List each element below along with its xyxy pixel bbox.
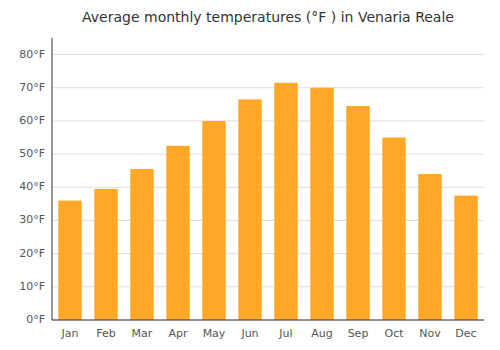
bar (382, 138, 405, 320)
grid-line (52, 120, 484, 121)
grid-line (52, 87, 484, 88)
y-tick-label: 20°F (19, 247, 45, 260)
x-tick-label: Dec (455, 327, 476, 340)
bar (166, 146, 189, 320)
y-tick-label: 30°F (19, 213, 45, 226)
bar (94, 189, 117, 320)
x-tick-label: Feb (96, 327, 115, 340)
bar (238, 99, 261, 320)
y-tick-label: 40°F (19, 180, 45, 193)
y-grid (52, 55, 484, 320)
grid-line (52, 154, 484, 155)
grid-line (52, 320, 484, 321)
bar (346, 106, 369, 320)
x-tick-label: Oct (384, 327, 404, 340)
y-tick-label: 80°F (19, 48, 45, 61)
x-tick-label: Apr (168, 327, 188, 340)
x-tick-label: Jul (278, 327, 292, 340)
x-tick-label: Jan (61, 327, 79, 340)
bar (418, 174, 441, 320)
chart-svg: Average monthly temperatures (°F ) in Ve… (0, 0, 500, 350)
y-tick-label: 50°F (19, 147, 45, 160)
x-tick-label: Mar (132, 327, 153, 340)
bar (58, 201, 81, 320)
y-tick-label: 60°F (19, 114, 45, 127)
bar (130, 169, 153, 320)
bars (58, 83, 477, 320)
chart-title: Average monthly temperatures (°F ) in Ve… (82, 9, 454, 25)
x-tick-label: Nov (419, 327, 441, 340)
bar (454, 196, 477, 320)
x-tick-label: Aug (311, 327, 332, 340)
x-tick-label: May (203, 327, 226, 340)
y-tick-label: 70°F (19, 81, 45, 94)
y-axis-line (52, 38, 53, 320)
y-tick-label: 0°F (26, 313, 45, 326)
grid-line (52, 54, 484, 55)
bar (310, 88, 333, 320)
chart-container: Average monthly temperatures (°F ) in Ve… (0, 0, 500, 350)
x-axis-line (52, 320, 484, 321)
bar (202, 121, 225, 320)
x-tick-label: Sep (348, 327, 369, 340)
x-tick-label: Jun (240, 327, 258, 340)
y-tick-label: 10°F (19, 280, 45, 293)
bar (274, 83, 297, 320)
